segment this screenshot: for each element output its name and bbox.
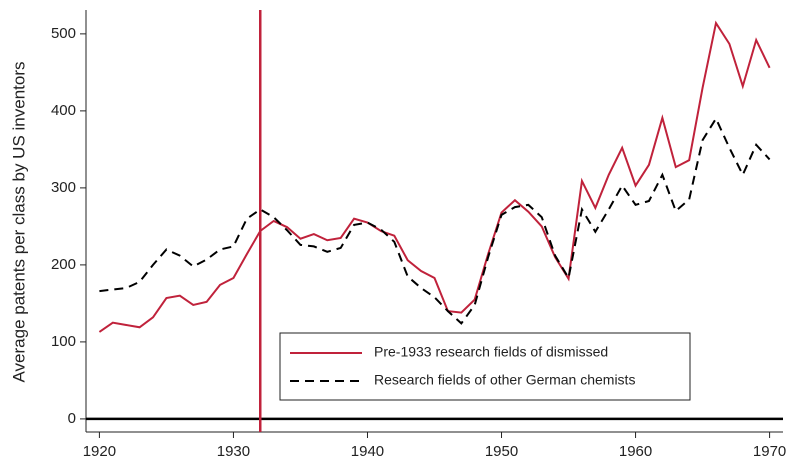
legend-label: Research fields of other German chemists: [374, 372, 635, 388]
series-line: [98, 20, 771, 333]
y-tick-label: 100: [51, 333, 76, 350]
y-tick-label: 500: [51, 25, 76, 42]
x-tick-label: 1960: [619, 443, 652, 460]
y-axis-label: Average patents per class by US inventor…: [9, 62, 28, 383]
y-tick-label: 0: [68, 410, 76, 427]
series-line: [99, 116, 771, 325]
x-tick-label: 1940: [351, 443, 384, 460]
legend-label: Pre-1933 research fields of dismissed: [374, 344, 608, 360]
legend-box: [279, 332, 691, 401]
x-tick-label: 1930: [217, 443, 250, 460]
x-tick-label: 1950: [485, 443, 518, 460]
x-tick-label: 1920: [83, 443, 116, 460]
y-tick-label: 300: [51, 179, 76, 196]
y-tick-label: 200: [51, 256, 76, 273]
x-tick-label: 1970: [753, 443, 786, 460]
y-tick-label: 400: [51, 102, 76, 119]
